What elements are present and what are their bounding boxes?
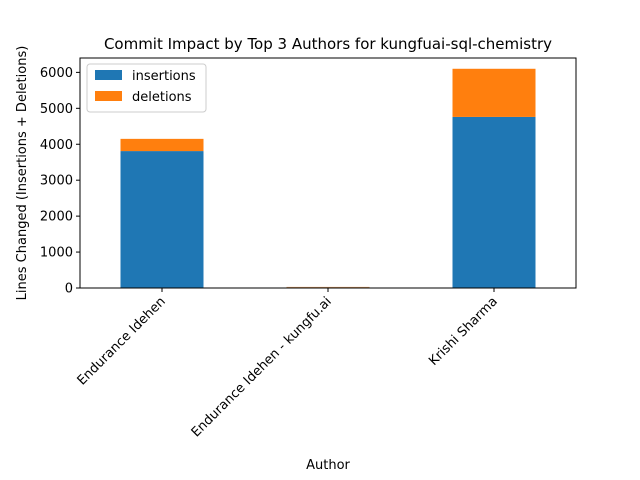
bars-group [120,68,536,288]
bar-deletions-0 [120,138,204,152]
y-tick-label-3: 3000 [40,174,73,189]
y-tick-label-4: 4000 [40,138,73,153]
y-tick-label-1: 1000 [40,246,73,261]
bar-insertions-2 [452,116,536,288]
legend: insertions deletions [86,63,207,113]
plot-frame [79,57,577,289]
legend-swatch-deletions [95,91,122,101]
x-axis: Endurance Idehen Endurance Idehen - kungf… [75,288,501,440]
x-tick-label-1: Endurance Idehen - kungfu.ai [189,294,335,440]
y-tick-label-2: 2000 [40,210,73,225]
x-tick-label-0: Endurance Idehen [75,294,169,388]
bar-deletions-2 [452,68,536,117]
y-tick-label-5: 5000 [40,102,73,117]
y-tick-label-6: 6000 [40,66,73,81]
legend-label-insertions: insertions [132,69,196,84]
legend-swatch-insertions [95,70,122,80]
chart-title: Commit Impact by Top 3 Authors for kungf… [104,35,552,53]
legend-label-deletions: deletions [132,90,192,105]
y-axis: 0 1000 2000 3000 4000 5000 6000 [40,66,80,297]
x-tick-label-2: Krishi Sharma [426,294,501,369]
x-axis-label: Author [306,458,350,473]
bar-insertions-0 [120,151,204,288]
y-axis-label: Lines Changed (Insertions + Deletions) [15,46,30,301]
y-tick-label-0: 0 [65,282,73,297]
